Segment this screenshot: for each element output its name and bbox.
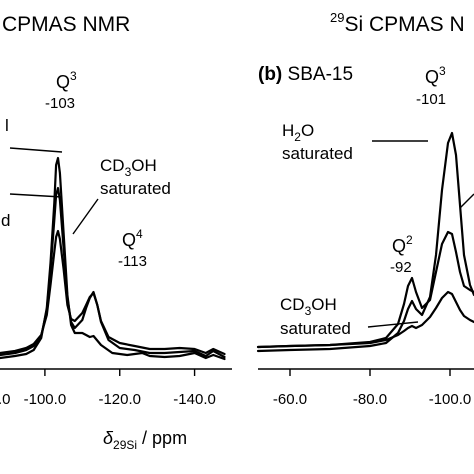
panel-b-x-ticks: -60.0 -80.0 -100.0: [273, 369, 471, 408]
panel-a-x-tick-label: -120.0: [98, 391, 141, 408]
panel-a-series-2-label-fragment: d: [1, 211, 10, 230]
panel-a-annotation-q3-value: -103: [45, 95, 75, 112]
panel-b-traces: [256, 131, 474, 353]
panel-a-series-2-trace: [0, 186, 226, 359]
panel-a-annotation-q4-value: -113: [118, 253, 147, 270]
panel-a-x-tick-label: -100.0: [24, 391, 67, 408]
panel-b-series-3-label-line2: saturated: [280, 319, 351, 338]
panel-b-annotation-q3-value: -101: [416, 91, 446, 108]
panel-b-series-3-label-line1: CD3OH: [280, 295, 337, 318]
panel-a: CPMAS NMR Q3 -103 Q4 -113 CD3OH saturate…: [0, 13, 232, 452]
panel-b-annotation-q2-value: -92: [390, 259, 412, 276]
panel-b-panel-label: (b) SBA-15: [258, 64, 353, 85]
panel-a-leader-series-1: [9, 147, 63, 153]
panel-b-series-1-label-line2: saturated: [282, 144, 353, 163]
panel-b-leader-series-3: [367, 321, 419, 328]
panel-a-series-3-label-line2: saturated: [100, 179, 171, 198]
panel-a-title: CPMAS NMR: [2, 13, 130, 36]
panel-a-left-clipped-mark: l: [5, 116, 9, 135]
panel-a-edge-tick-label: .0: [0, 391, 11, 408]
panel-a-leader-series-2: [9, 193, 63, 198]
panel-b-leader-series-2: [459, 193, 474, 209]
panel-b-x-tick-label: -100.0: [429, 391, 472, 408]
panel-b-x-tick-label: -80.0: [353, 391, 387, 408]
panel-a-annotation-q3: Q3: [56, 69, 77, 92]
panel-a-x-axis-label: δ29Si / ppm: [103, 428, 187, 452]
panel-b-series-1-trace: [256, 131, 474, 353]
panel-b-x-tick-label: -60.0: [273, 391, 307, 408]
panel-a-series-3-trace: [0, 229, 226, 356]
panel-b-title: 29Si CPMAS N: [330, 10, 465, 36]
panel-b: 29Si CPMAS N (b) SBA-15 Q3 -101 Q2 -92 H…: [256, 10, 474, 408]
panel-a-leader-series-3: [72, 198, 99, 235]
panel-b-annotation-q2: Q2: [392, 233, 413, 256]
panel-b-series-2-trace: [256, 230, 474, 349]
panel-a-x-ticks: -100.0 -120.0 -140.0: [24, 369, 216, 408]
panel-b-annotation-q3: Q3: [425, 64, 446, 87]
panel-a-annotation-q4: Q4: [122, 227, 143, 250]
panel-a-traces: [0, 156, 226, 361]
panel-b-series-1-label-line1: H2O: [282, 121, 314, 144]
panel-a-series-3-label-line1: CD3OH: [100, 156, 157, 179]
panel-a-x-tick-label: -140.0: [173, 391, 216, 408]
panel-b-series-3-trace: [256, 290, 474, 349]
